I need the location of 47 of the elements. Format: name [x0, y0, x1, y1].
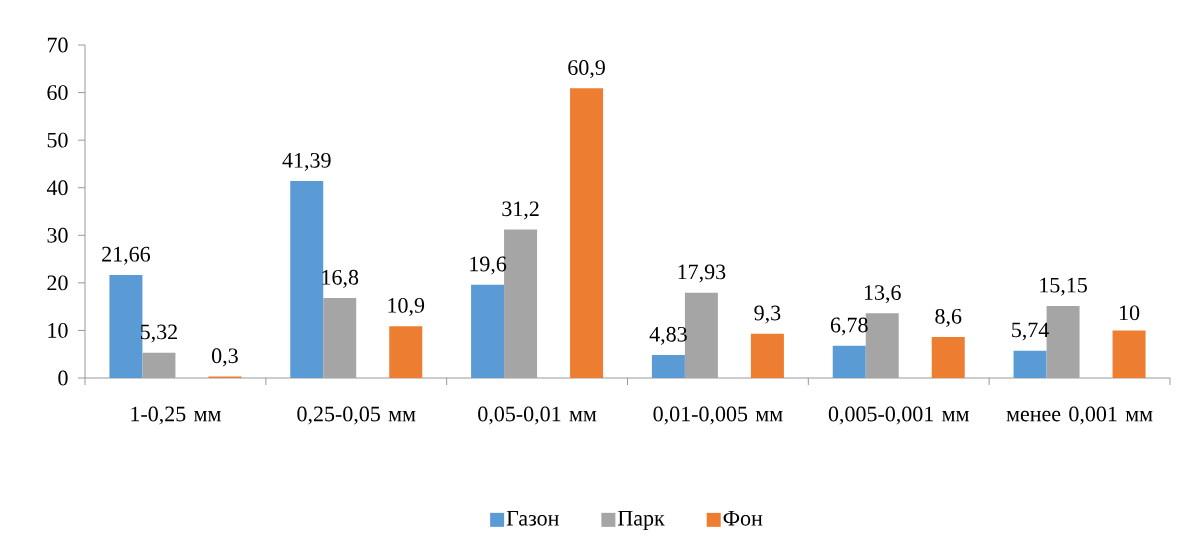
x-tick-label: 1-0,25 мм — [131, 406, 221, 425]
data-label: 60,9 — [568, 60, 605, 79]
y-tick-label: 10 — [48, 323, 68, 338]
data-label: 6,78 — [830, 317, 868, 336]
x-tick-label: 0,005-0,001 мм — [828, 406, 969, 425]
bar — [832, 345, 866, 378]
data-label: 41,39 — [282, 152, 331, 171]
bar — [651, 355, 685, 378]
bar — [1013, 350, 1047, 378]
data-label: 10,9 — [388, 297, 425, 316]
x-tick-label: 0,01-0,005 мм — [653, 406, 783, 425]
legend-label: Парк — [618, 511, 665, 531]
data-label: 0,3 — [212, 348, 238, 367]
y-tick-label: 30 — [47, 227, 68, 243]
bar — [471, 284, 505, 378]
x-tick-label: менее 0,001 мм — [1006, 406, 1153, 425]
data-label: 8,6 — [935, 308, 962, 327]
data-label: 21,66 — [102, 246, 151, 265]
bar — [1112, 330, 1146, 378]
data-label: 19,6 — [470, 256, 507, 275]
bar — [389, 326, 423, 378]
x-tick-label: 0,05-0,01 мм — [478, 406, 597, 425]
bar — [142, 352, 176, 378]
bar — [750, 333, 784, 378]
data-label: 10 — [1119, 305, 1140, 321]
data-label: 9,3 — [754, 305, 781, 324]
legend-label: Фон — [723, 511, 763, 526]
y-tick-label: 50 — [47, 132, 68, 148]
bar — [290, 181, 324, 378]
bar — [504, 229, 538, 378]
data-label: 17,93 — [678, 264, 726, 283]
data-label: 5,74 — [1012, 322, 1049, 341]
y-tick-label: 40 — [46, 180, 68, 196]
data-label: 31,2 — [502, 201, 539, 220]
y-tick-label: 70 — [47, 37, 68, 53]
x-tick-label: 0,25-0,05 мм — [297, 406, 416, 425]
bar — [570, 88, 604, 378]
bar — [109, 274, 143, 378]
y-tick-label: 20 — [47, 275, 68, 291]
data-label: 4,83 — [649, 326, 687, 345]
data-label: 15,15 — [1040, 277, 1087, 296]
bar — [323, 298, 357, 378]
data-label: 13,6 — [864, 285, 901, 304]
legend-label: Газон — [506, 511, 559, 526]
y-tick-label: 0 — [58, 370, 68, 386]
bar — [931, 337, 965, 378]
y-tick-label: 60 — [47, 85, 68, 100]
